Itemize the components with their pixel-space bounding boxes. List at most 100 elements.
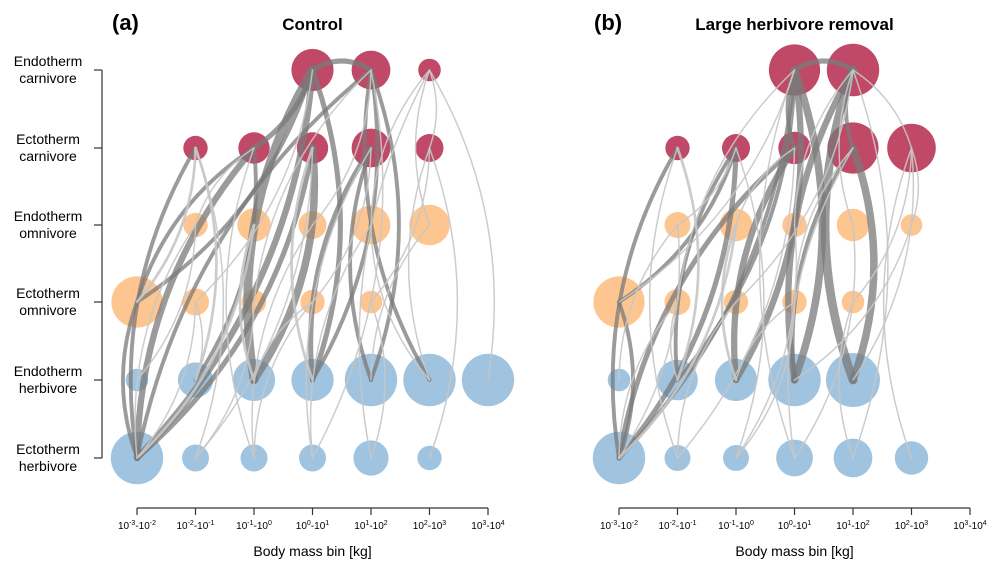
panel-letter: (b)	[594, 10, 622, 35]
trophic-link	[370, 69, 431, 226]
trophic-link	[251, 67, 316, 151]
trophic-link	[618, 69, 796, 303]
trophic-link	[673, 146, 738, 382]
x-tick-label: 100-101	[778, 520, 811, 532]
trophic-link	[133, 144, 258, 462]
trophic-link	[134, 224, 197, 459]
y-axis-labels: EndothermcarnivoreEctothermcarnivoreEndo…	[14, 53, 103, 474]
trophic-link	[428, 69, 438, 149]
links	[610, 58, 920, 461]
x-tick-label: 103-104	[471, 520, 504, 532]
x-tick-label: 101-102	[836, 520, 869, 532]
trophic-link	[852, 69, 913, 149]
trophic-link	[369, 68, 401, 382]
trophic-link	[617, 223, 738, 460]
x-tick-label: 10-2-10-1	[658, 520, 696, 532]
x-tick-label: 10-3-10-2	[118, 520, 156, 532]
trophic-link	[610, 146, 680, 460]
trophic-link	[121, 300, 139, 460]
trophic-link	[428, 147, 459, 459]
trophic-link	[910, 147, 920, 226]
x-tick-label: 10-3-10-2	[600, 520, 638, 532]
y-label-line2: omnivore	[19, 225, 77, 241]
x-axis: 10-3-10-2 10-2-10-1 10-1-100 100-101 101-102…	[118, 507, 505, 559]
trophic-link	[309, 224, 372, 459]
trophic-link	[735, 224, 798, 459]
panel-b: (b) Large herbivore removal 10-3-10-2 10-2-…	[592, 10, 987, 559]
trophic-link	[348, 146, 373, 382]
trophic-link	[852, 147, 913, 303]
trophic-link	[370, 301, 386, 459]
y-label-line1: Ectotherm	[16, 285, 80, 301]
trophic-link	[676, 147, 796, 459]
x-axis: 10-3-10-2 10-2-10-1 10-1-100 100-101 101-102…	[600, 507, 987, 559]
panel-title: Control	[282, 15, 342, 34]
trophic-link	[676, 301, 737, 459]
trophic-link	[194, 147, 225, 459]
panel-a: (a) Control 10-3-10-2 10-2-10-1 10-1-100 100-…	[110, 10, 515, 559]
trophic-link	[358, 69, 431, 459]
x-axis-label: Body mass bin [kg]	[735, 543, 853, 559]
trophic-link	[311, 69, 384, 459]
trophic-link	[128, 146, 198, 460]
trophic-link	[793, 69, 854, 226]
trophic-link	[676, 146, 700, 382]
panel-letter: (a)	[112, 10, 139, 35]
trophic-link	[253, 69, 372, 303]
trophic-link	[852, 147, 915, 381]
trophic-link	[290, 146, 314, 382]
panel-title: Large herbivore removal	[695, 15, 893, 34]
trophic-link	[618, 224, 681, 459]
x-tick-label: 10-1-100	[236, 520, 272, 532]
trophic-link	[311, 69, 372, 226]
trophic-link	[135, 68, 315, 304]
y-label-line2: omnivore	[19, 302, 77, 318]
x-tick-label: 10-2-10-1	[176, 520, 214, 532]
trophic-link	[305, 147, 372, 459]
links	[121, 58, 495, 462]
trophic-link	[311, 147, 372, 303]
x-tick-label: 102-103	[895, 520, 928, 532]
trophic-link	[194, 147, 255, 226]
trophic-link	[758, 69, 796, 459]
trophic-link	[253, 301, 314, 459]
x-tick-label: 102-103	[413, 520, 446, 532]
trophic-link	[735, 301, 796, 381]
trophic-link	[135, 146, 197, 304]
trophic-link	[735, 147, 765, 459]
y-label-line1: Endotherm	[14, 363, 82, 379]
trophic-link	[194, 147, 314, 459]
x-tick-label: 103-104	[953, 520, 986, 532]
trophic-link	[720, 223, 738, 382]
y-label-line2: herbivore	[19, 380, 78, 396]
trophic-link	[370, 147, 431, 303]
trophic-link	[250, 144, 319, 384]
y-label-line2: carnivore	[19, 148, 77, 164]
trophic-link	[414, 69, 431, 226]
trophic-link	[793, 224, 856, 459]
trophic-link	[838, 301, 854, 459]
trophic-link	[225, 147, 255, 459]
trophic-link	[793, 224, 913, 381]
trophic-link	[787, 147, 854, 459]
trophic-link	[735, 301, 796, 459]
trophic-link	[135, 223, 256, 460]
trophic-link	[735, 69, 854, 303]
x-tick-label: 101-102	[354, 520, 387, 532]
trophic-link	[309, 58, 374, 73]
x-axis-label: Body mass bin [kg]	[253, 543, 371, 559]
trophic-link	[253, 301, 314, 381]
trophic-link	[838, 69, 854, 226]
trophic-link	[370, 224, 431, 381]
trophic-link	[194, 301, 204, 381]
y-label-line1: Endotherm	[14, 53, 82, 69]
trophic-link	[308, 145, 374, 383]
trophic-link	[407, 147, 431, 381]
trophic-link	[785, 66, 857, 384]
trophic-link	[648, 147, 679, 459]
trophic-link	[852, 69, 889, 459]
trophic-link	[820, 65, 858, 385]
y-label-line2: herbivore	[19, 458, 78, 474]
trophic-link	[676, 69, 796, 303]
